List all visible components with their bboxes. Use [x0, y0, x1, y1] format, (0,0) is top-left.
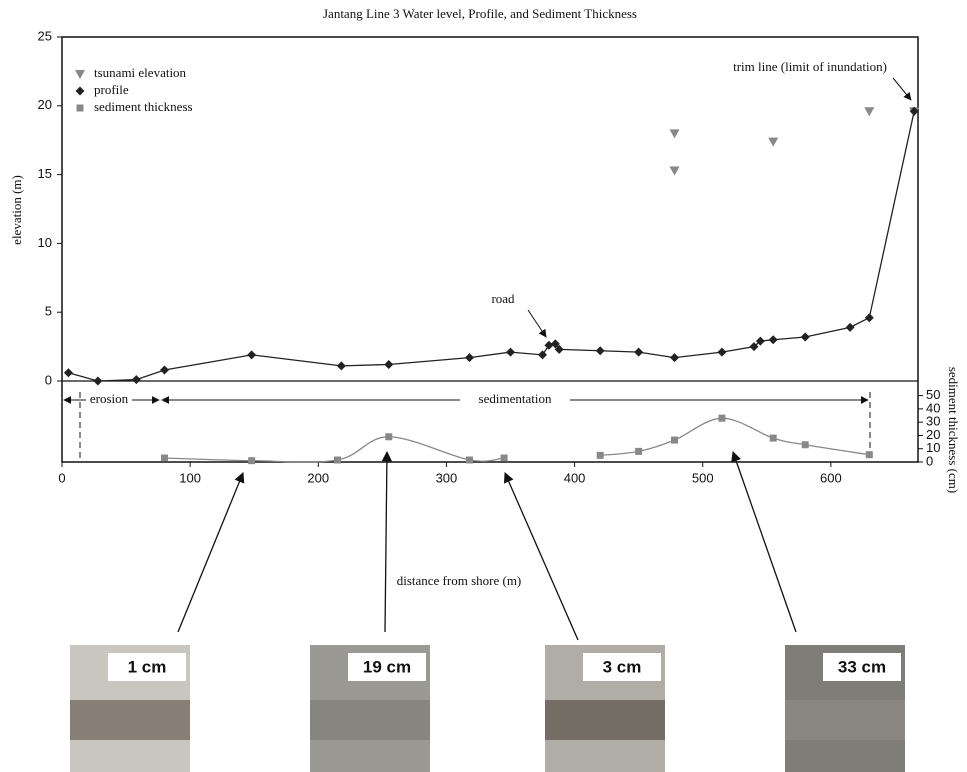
y2-tick-label: 20 [926, 427, 940, 442]
road-label: road [491, 291, 515, 306]
photo-label: 3 cm [603, 657, 642, 676]
diamond-marker [801, 332, 810, 341]
y-axis-label: elevation (m) [9, 175, 24, 245]
diamond-marker [538, 350, 547, 359]
photo-arrow [385, 452, 387, 632]
photo-layer [545, 700, 665, 740]
triangle-marker [670, 129, 680, 138]
photo-label: 19 cm [363, 657, 411, 676]
triangle-marker [670, 166, 680, 175]
square-marker [501, 455, 508, 462]
photo-layer [70, 700, 190, 740]
square-marker [770, 435, 777, 442]
diamond-marker [865, 313, 874, 322]
square-marker [802, 441, 809, 448]
photo-label: 33 cm [838, 657, 886, 676]
square-marker [385, 433, 392, 440]
diamond-marker [596, 346, 605, 355]
photo-arrow [178, 473, 243, 632]
triangle-marker [864, 107, 874, 116]
diamond-marker [132, 375, 141, 384]
chart-title: Jantang Line 3 Water level, Profile, and… [323, 6, 637, 21]
diamond-marker [93, 377, 102, 386]
diamond-marker [337, 361, 346, 370]
square-marker [466, 457, 473, 464]
square-marker [671, 437, 678, 444]
square-marker [635, 448, 642, 455]
square-marker [161, 455, 168, 462]
erosion-label: erosion [90, 391, 129, 406]
y-tick-label: 25 [38, 28, 52, 43]
diamond-marker [465, 353, 474, 362]
square-marker [718, 415, 725, 422]
x-tick-label: 200 [307, 470, 329, 485]
trim-line-arrow [893, 78, 911, 100]
photo-label: 1 cm [128, 657, 167, 676]
x-tick-label: 500 [692, 470, 714, 485]
trim-line-label: trim line (limit of inundation) [733, 59, 887, 74]
diamond-marker [384, 360, 393, 369]
diamond-marker [160, 365, 169, 374]
x-tick-label: 100 [179, 470, 201, 485]
y-tick-label: 5 [45, 304, 52, 319]
y2-axis-label: sediment thickness (cm) [946, 367, 961, 493]
x-tick-label: 400 [564, 470, 586, 485]
diamond-marker [506, 348, 515, 357]
diamond-marker [846, 323, 855, 332]
road-arrow [528, 310, 546, 337]
y2-tick-label: 0 [926, 453, 933, 468]
y2-tick-label: 30 [926, 414, 940, 429]
square-marker [248, 457, 255, 464]
legend-label: sediment thickness [94, 99, 193, 114]
y-tick-label: 10 [38, 235, 52, 250]
x-tick-label: 300 [436, 470, 458, 485]
diamond-marker [64, 368, 73, 377]
photo-layer [310, 700, 430, 740]
photo-arrow [733, 452, 796, 632]
legend-label: tsunami elevation [94, 65, 187, 80]
photo-arrow [505, 473, 578, 640]
legend-label: profile [94, 82, 129, 97]
diamond-marker [717, 348, 726, 357]
y2-tick-label: 10 [926, 440, 940, 455]
x-tick-label: 0 [58, 470, 65, 485]
series-line [68, 111, 914, 381]
square-marker [77, 105, 84, 112]
y-tick-label: 20 [38, 97, 52, 112]
x-tick-label: 600 [820, 470, 842, 485]
series-line [165, 418, 870, 462]
y2-tick-label: 50 [926, 387, 940, 402]
triangle-marker [768, 138, 778, 147]
sedimentation-label: sedimentation [479, 391, 552, 406]
photo-layer [785, 700, 905, 740]
square-marker [597, 452, 604, 459]
diamond-marker [634, 348, 643, 357]
chart: Jantang Line 3 Water level, Profile, and… [0, 0, 967, 772]
diamond-marker [544, 341, 553, 350]
square-marker [334, 457, 341, 464]
square-marker [866, 451, 873, 458]
x-axis-label: distance from shore (m) [397, 573, 522, 588]
diamond-marker [769, 335, 778, 344]
y-tick-label: 15 [38, 166, 52, 181]
y2-tick-label: 40 [926, 400, 940, 415]
y-tick-label: 0 [45, 372, 52, 387]
diamond-marker [670, 353, 679, 362]
diamond-marker [247, 350, 256, 359]
